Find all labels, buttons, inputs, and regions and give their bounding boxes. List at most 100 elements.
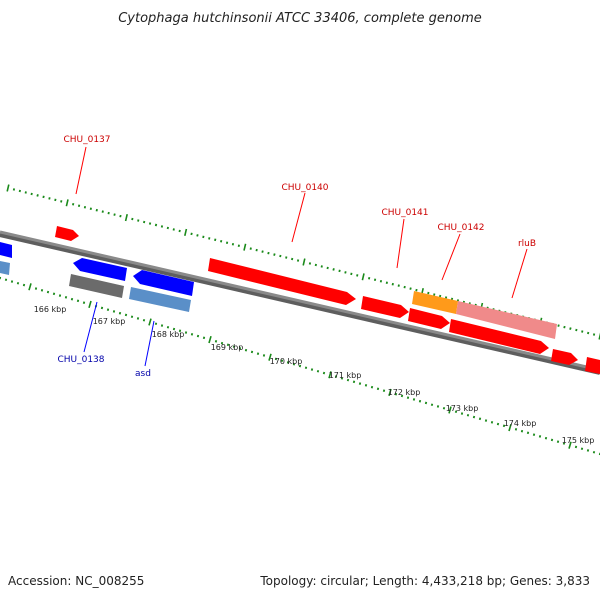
major-tick	[302, 258, 306, 266]
minor-tick	[24, 191, 27, 194]
minor-tick	[320, 265, 323, 268]
scale-label-167: 167 kbp	[93, 317, 126, 326]
minor-tick	[148, 222, 152, 225]
minor-tick	[292, 362, 296, 366]
gene-chu-0140-arrow[interactable]	[208, 258, 356, 305]
minor-tick	[12, 188, 16, 191]
gene-rna-block[interactable]	[129, 287, 191, 312]
scale-tick-track	[0, 276, 600, 456]
gene-forward-arrow-d[interactable]	[585, 357, 600, 374]
minor-tick	[48, 197, 51, 200]
gene-asd-arrow[interactable]	[133, 270, 194, 296]
minor-tick	[587, 331, 590, 335]
minor-tick	[124, 313, 128, 317]
gene-features	[0, 226, 600, 374]
minor-tick	[202, 336, 206, 340]
minor-tick	[376, 387, 380, 391]
minor-tick	[569, 327, 572, 330]
minor-tick	[436, 405, 440, 408]
minor-tick	[267, 251, 270, 255]
minor-tick	[262, 354, 266, 357]
minor-tick	[52, 292, 56, 296]
minor-tick	[412, 398, 416, 401]
gene-forward-arrow-b[interactable]	[449, 319, 549, 354]
label-chu-0138[interactable]: CHU_0138	[57, 355, 104, 365]
minor-tick	[460, 412, 464, 415]
minor-tick	[285, 256, 288, 259]
gene-chu-0142-block[interactable]	[412, 291, 458, 314]
leader-chu-0142	[441, 233, 461, 281]
minor-tick	[433, 293, 436, 296]
minor-tick	[40, 289, 44, 292]
gene-chu-0137-arrow[interactable]	[55, 226, 79, 241]
minor-tick	[22, 283, 26, 287]
label-rlub[interactable]: rluB	[518, 239, 536, 249]
minor-tick	[190, 232, 193, 236]
major-tick	[508, 423, 512, 432]
gene-rna-block-left[interactable]	[0, 261, 10, 275]
major-tick	[88, 300, 92, 309]
minor-tick	[119, 214, 122, 218]
minor-tick	[54, 198, 57, 202]
leader-chu-0141	[396, 218, 405, 269]
minor-tick	[364, 384, 368, 387]
minor-tick	[16, 281, 20, 285]
minor-tick	[261, 250, 264, 253]
gene-forward-arrow-a[interactable]	[408, 308, 450, 329]
minor-tick	[532, 433, 536, 436]
gene-forward-arrow-c[interactable]	[551, 349, 578, 365]
minor-tick	[214, 238, 217, 242]
minor-tick	[496, 422, 500, 426]
minor-tick	[298, 364, 302, 368]
scale-label-173: 173 kbp	[446, 404, 479, 413]
gene-chu-0138-arrow[interactable]	[73, 258, 127, 281]
minor-tick	[478, 417, 482, 421]
minor-tick	[575, 328, 578, 332]
label-chu-0142[interactable]: CHU_0142	[437, 223, 484, 233]
minor-tick	[430, 403, 434, 407]
minor-tick	[30, 192, 33, 196]
minor-tick	[95, 208, 98, 212]
minor-tick	[178, 229, 181, 233]
minor-tick	[538, 435, 542, 438]
minor-tick	[214, 340, 218, 343]
minor-tick	[136, 317, 140, 320]
minor-tick	[550, 438, 554, 442]
minor-tick	[142, 318, 146, 322]
minor-tick	[394, 392, 398, 396]
leader-rlub	[511, 248, 528, 299]
minor-tick	[72, 202, 75, 206]
minor-tick	[237, 244, 240, 248]
label-chu-0141[interactable]: CHU_0141	[381, 208, 428, 218]
minor-tick	[286, 361, 290, 364]
minor-tick	[76, 299, 80, 303]
minor-tick	[466, 413, 470, 417]
minor-tick	[273, 253, 276, 256]
minor-tick	[418, 399, 422, 403]
minor-tick	[36, 194, 39, 197]
minor-tick	[442, 406, 446, 410]
gene-pseudo-block[interactable]	[69, 274, 124, 298]
label-chu-0140[interactable]: CHU_0140	[281, 183, 328, 193]
minor-tick	[415, 288, 418, 292]
minor-tick	[397, 284, 400, 287]
scale-label-168: 168 kbp	[152, 330, 185, 339]
minor-tick	[592, 333, 596, 336]
label-asd[interactable]: asd	[135, 369, 151, 379]
major-tick	[28, 283, 32, 291]
gene-reverse-arrow-left[interactable]	[0, 242, 12, 258]
minor-tick	[118, 311, 122, 315]
minor-tick	[160, 324, 164, 327]
minor-tick	[373, 278, 377, 282]
minor-tick	[391, 282, 394, 286]
gene-rlub-block[interactable]	[456, 301, 557, 339]
minor-tick	[502, 424, 506, 428]
scale-label-169: 169 kbp	[211, 343, 244, 352]
minor-tick	[368, 276, 371, 280]
gene-chu-0141-arrow[interactable]	[361, 296, 409, 318]
major-tick	[328, 371, 332, 379]
scale-label-172: 172 kbp	[388, 388, 421, 397]
minor-tick	[379, 279, 383, 283]
label-chu-0137[interactable]: CHU_0137	[63, 135, 110, 145]
